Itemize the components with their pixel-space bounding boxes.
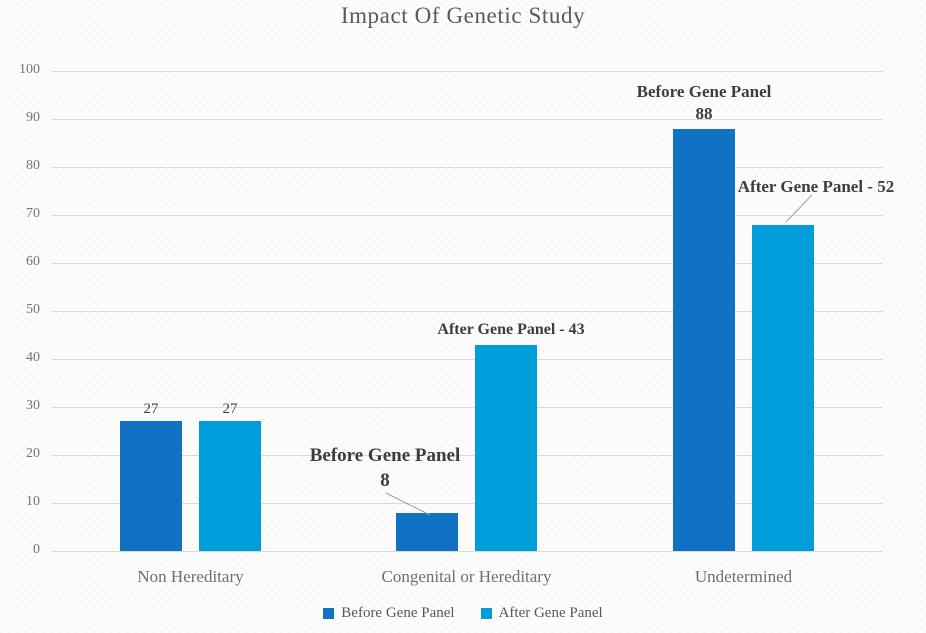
data-label-callout-congenital-before: Before Gene Panel 8 — [310, 444, 461, 493]
bar-after-gene-panel-congenital-or-hereditary — [475, 344, 537, 551]
bar-after-gene-panel-undetermined — [752, 224, 814, 551]
y-axis-tick-label: 40 — [26, 350, 40, 365]
y-axis-tick-label: 0 — [33, 542, 40, 557]
bar-after-gene-panel-non-hereditary — [199, 421, 261, 551]
data-label-text: After Gene Panel - 52 — [737, 177, 895, 196]
legend-label: Before Gene Panel — [341, 605, 455, 621]
data-label-callout-congenital-after: After Gene Panel - 43 — [437, 320, 584, 341]
y-axis-tick-label: 50 — [26, 302, 40, 317]
gridline-20 — [52, 455, 883, 456]
legend-item-after-gene-panel: After Gene Panel — [480, 605, 603, 622]
leader-line-undetermined-after — [785, 194, 813, 223]
gridline-80 — [52, 167, 883, 168]
gridline-90 — [52, 119, 883, 120]
y-axis-tick-label: 100 — [19, 62, 40, 77]
gridline-0 — [52, 551, 883, 552]
chart-legend: Before Gene Panel After Gene Panel — [0, 605, 926, 622]
data-label-value: 8 — [380, 469, 390, 491]
bar-before-gene-panel-undetermined — [673, 128, 735, 551]
gridline-100 — [52, 71, 883, 72]
y-axis-tick-label: 60 — [26, 254, 40, 269]
x-axis-label-undetermined: Undetermined — [694, 567, 793, 586]
gridline-70 — [52, 215, 883, 216]
gridline-60 — [52, 263, 883, 264]
gridline-40 — [52, 359, 883, 360]
gridline-50 — [52, 311, 883, 312]
y-axis-tick-label: 20 — [26, 446, 40, 461]
data-label-text: After Gene Panel - 43 — [437, 321, 585, 338]
gridline-30 — [52, 407, 883, 408]
legend-swatch-after — [480, 608, 492, 619]
data-label-text: Before Gene Panel — [309, 445, 461, 466]
legend-swatch-before — [323, 608, 335, 619]
gridline-10 — [52, 503, 883, 504]
y-axis-tick-label: 80 — [26, 158, 40, 173]
bar-before-gene-panel-congenital-or-hereditary — [396, 512, 458, 551]
data-label-text: Before Gene Panel — [636, 82, 772, 101]
x-axis-label-congenital-or-hereditary: Congenital or Hereditary — [381, 567, 552, 586]
bar-before-gene-panel-non-hereditary — [120, 421, 182, 551]
data-label-value: 88 — [695, 104, 713, 124]
y-axis-tick-label: 30 — [26, 398, 40, 413]
x-axis-label-non-hereditary: Non Hereditary — [137, 567, 244, 586]
y-axis-tick-label: 70 — [26, 206, 40, 221]
data-label-callout-undetermined-before: Before Gene Panel 88 — [637, 81, 772, 125]
bar-value-label: 27 — [222, 401, 238, 418]
chart-title: Impact Of Genetic Study — [340, 3, 586, 28]
data-label-callout-undetermined-after: After Gene Panel - 52 — [738, 176, 894, 198]
y-axis-tick-label: 10 — [26, 494, 40, 509]
y-axis-tick-label: 90 — [26, 110, 40, 125]
legend-label: After Gene Panel — [498, 605, 603, 621]
legend-item-before-gene-panel: Before Gene Panel — [323, 605, 455, 622]
bar-value-label: 27 — [143, 401, 159, 418]
